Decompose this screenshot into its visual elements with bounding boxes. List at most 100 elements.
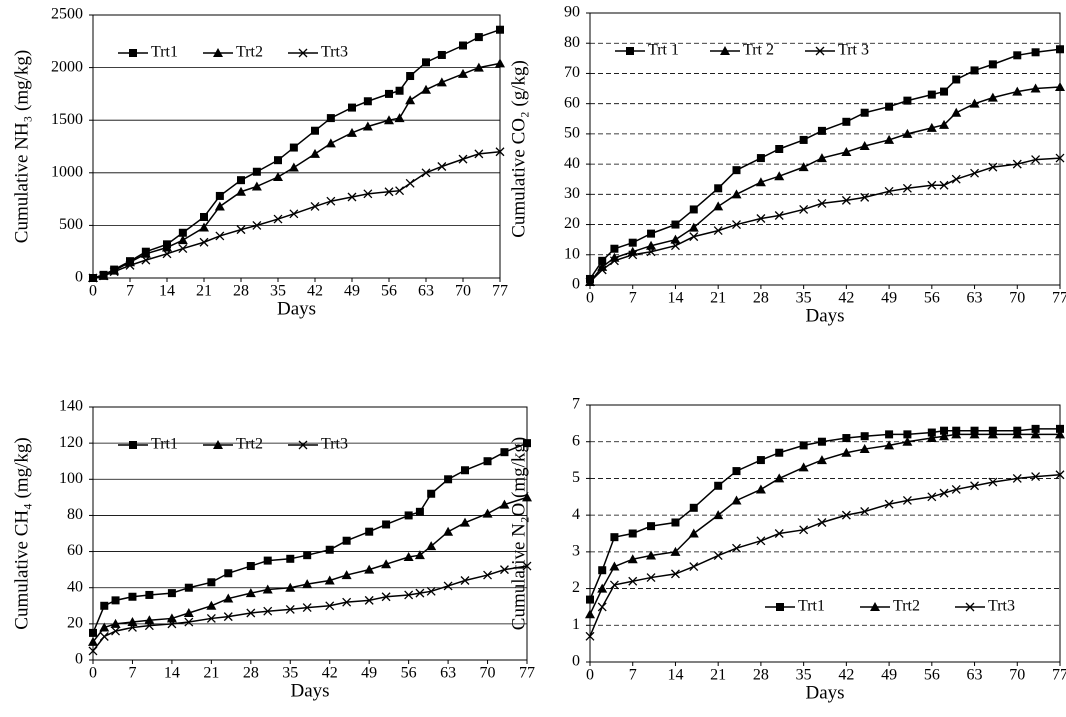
legend-marker xyxy=(213,440,223,449)
legend-marker xyxy=(129,441,137,449)
marker xyxy=(902,183,912,193)
marker xyxy=(627,554,638,564)
marker xyxy=(364,564,375,574)
marker xyxy=(421,168,431,178)
marker xyxy=(522,492,532,502)
legend-label: Trt3 xyxy=(321,436,348,453)
marker xyxy=(713,201,724,211)
marker xyxy=(903,96,912,105)
marker xyxy=(324,575,335,585)
marker xyxy=(628,529,637,538)
marker xyxy=(646,550,657,560)
marker xyxy=(860,432,869,441)
marker xyxy=(902,495,912,505)
x-tick-label: 70 xyxy=(455,283,471,300)
series-line xyxy=(92,29,501,279)
marker xyxy=(647,522,656,531)
marker xyxy=(670,546,681,556)
marker xyxy=(311,126,319,135)
marker xyxy=(384,187,394,197)
marker xyxy=(444,475,453,484)
marker xyxy=(310,148,320,158)
marker xyxy=(1055,153,1065,163)
x-tick-label: 56 xyxy=(381,283,397,300)
marker xyxy=(458,154,468,164)
marker xyxy=(364,595,374,605)
marker xyxy=(926,433,937,443)
marker xyxy=(816,455,827,465)
marker xyxy=(100,601,109,610)
marker xyxy=(286,554,295,563)
marker xyxy=(252,220,262,230)
marker xyxy=(437,162,447,171)
y-tick-label: 1500 xyxy=(51,111,83,128)
marker xyxy=(461,466,469,475)
marker xyxy=(842,117,851,126)
marker xyxy=(1012,159,1022,169)
y-tick-label: 2 xyxy=(572,579,580,596)
marker xyxy=(689,205,698,214)
plot-area xyxy=(589,404,1061,663)
marker xyxy=(689,562,699,572)
marker xyxy=(236,186,246,196)
marker xyxy=(714,184,723,193)
marker xyxy=(184,583,193,592)
y-tick-label: 40 xyxy=(67,578,83,595)
x-tick-label: 63 xyxy=(440,665,456,682)
marker xyxy=(127,623,137,632)
marker xyxy=(111,626,121,636)
legend-label: Trt 3 xyxy=(838,42,869,59)
marker xyxy=(774,171,785,181)
marker xyxy=(496,25,504,34)
x-tick-label: 42 xyxy=(322,665,338,682)
x-tick-label: 63 xyxy=(418,283,434,300)
marker xyxy=(969,429,980,439)
y-tick-label: 80 xyxy=(67,506,83,523)
marker xyxy=(414,550,425,560)
marker xyxy=(125,260,135,270)
marker xyxy=(362,121,373,131)
x-tick-label: 35 xyxy=(796,290,812,307)
marker xyxy=(799,135,808,144)
x-tick-label: 7 xyxy=(629,667,637,684)
marker xyxy=(144,615,155,625)
marker xyxy=(756,214,766,223)
marker xyxy=(970,168,980,178)
legend-label: Trt1 xyxy=(151,44,178,61)
marker xyxy=(214,201,225,211)
series-line xyxy=(589,157,1061,283)
marker xyxy=(755,484,766,494)
marker xyxy=(385,89,393,98)
x-tick-label: 14 xyxy=(159,283,175,300)
marker xyxy=(817,198,827,208)
marker xyxy=(405,95,416,105)
marker xyxy=(262,584,273,594)
marker xyxy=(394,113,405,123)
legend-label: Trt 2 xyxy=(743,42,774,59)
marker xyxy=(499,565,509,575)
marker xyxy=(347,127,357,137)
marker xyxy=(326,114,335,123)
marker xyxy=(127,617,138,627)
marker xyxy=(1056,424,1064,433)
marker xyxy=(162,249,172,259)
y-tick-label: 20 xyxy=(564,215,580,232)
marker xyxy=(884,186,894,196)
marker xyxy=(522,561,532,571)
marker xyxy=(610,244,619,253)
marker xyxy=(610,533,619,542)
marker xyxy=(302,579,313,589)
marker xyxy=(325,138,336,148)
y-tick-label: 80 xyxy=(564,34,580,51)
marker xyxy=(342,597,352,607)
marker xyxy=(303,551,312,560)
marker xyxy=(206,600,217,610)
marker xyxy=(111,596,120,605)
marker xyxy=(263,556,272,565)
x-tick-label: 42 xyxy=(838,290,854,307)
x-tick-label: 0 xyxy=(89,283,97,300)
marker xyxy=(310,202,320,211)
marker xyxy=(207,578,216,587)
marker xyxy=(585,277,595,287)
marker xyxy=(474,33,483,42)
